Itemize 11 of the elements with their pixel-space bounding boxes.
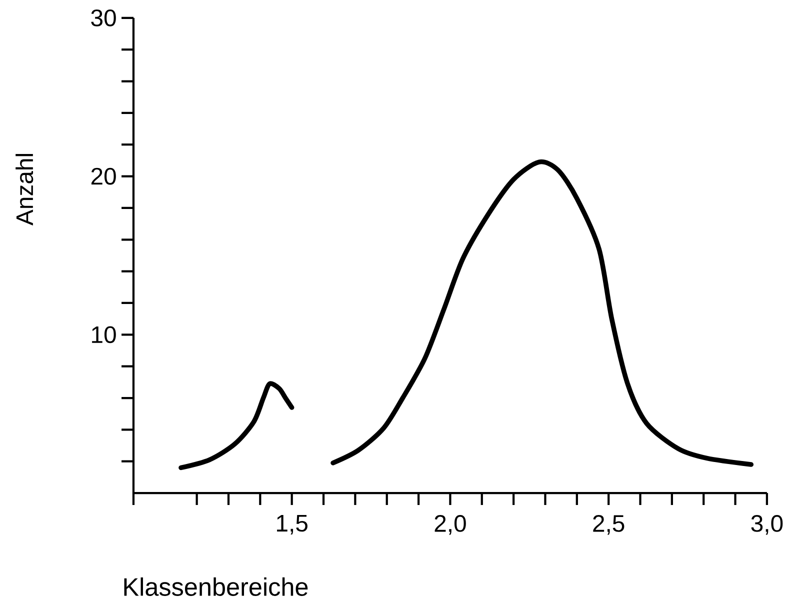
line-series [330,160,754,468]
y-tick-label: 30 [91,10,116,27]
x-tick-label: 2,5 [593,515,624,535]
x-tick-label: 1,5 [277,515,308,535]
y-tick-label: 20 [91,168,116,185]
y-axis-title: Anzahl [16,154,34,226]
line-series [178,381,294,470]
y-tick-label: 10 [92,326,116,344]
x-tick-label: 2,0 [434,515,466,535]
x-tick-label: 3,0 [751,515,783,535]
x-axis-title: Klassenbereiche [124,578,308,596]
